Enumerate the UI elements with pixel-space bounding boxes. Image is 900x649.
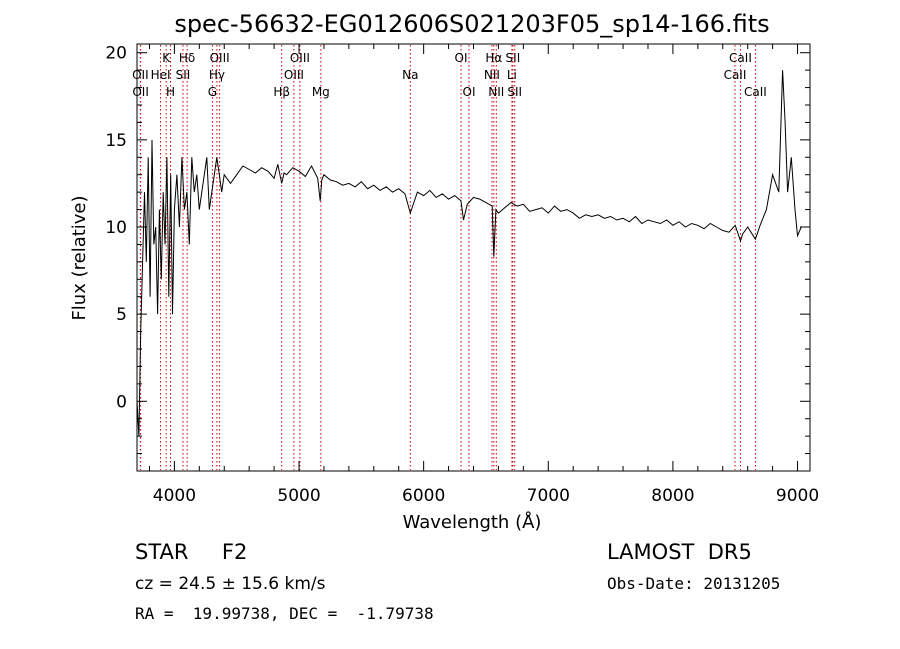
marker-label: OI bbox=[455, 51, 468, 65]
redshift-cz: cz = 24.5 ± 15.6 km/s bbox=[135, 574, 326, 594]
marker-label: SII bbox=[506, 51, 521, 65]
marker-label: SII bbox=[507, 85, 522, 99]
x-axis-label: Wavelength (Å) bbox=[403, 511, 542, 533]
marker-label: OII bbox=[132, 85, 149, 99]
y-tick-label: 0 bbox=[116, 392, 127, 412]
marker-label: Na bbox=[402, 68, 418, 82]
x-tick-label: 8000 bbox=[651, 486, 694, 506]
marker-label: HeI bbox=[151, 68, 171, 82]
y-tick-label: 20 bbox=[105, 44, 127, 64]
marker-label: SII bbox=[176, 68, 191, 82]
spectrum-line bbox=[136, 70, 802, 437]
marker-label: Hδ bbox=[179, 51, 195, 65]
marker-label: Hβ bbox=[273, 85, 290, 99]
marker-label: Mg bbox=[312, 85, 330, 99]
y-tick-label: 15 bbox=[105, 131, 127, 151]
marker-label: CaII bbox=[744, 85, 767, 99]
marker-label: OI bbox=[463, 85, 476, 99]
object-class: STAR F2 bbox=[135, 540, 248, 564]
survey-name: LAMOST DR5 bbox=[607, 540, 752, 564]
marker-label: OIII bbox=[284, 68, 304, 82]
marker-label: Hα bbox=[485, 51, 502, 65]
marker-label: OIII bbox=[290, 51, 310, 65]
marker-label: Li bbox=[507, 68, 517, 82]
marker-label: Hγ bbox=[209, 68, 225, 82]
plot-frame bbox=[136, 43, 811, 472]
marker-label: OII bbox=[132, 68, 149, 82]
y-axis-ticks: 0 5 10 15 20 bbox=[105, 44, 810, 472]
marker-label: CaII bbox=[724, 68, 747, 82]
x-tick-label: 4000 bbox=[153, 486, 196, 506]
observation-date: Obs-Date: 20131205 bbox=[607, 574, 781, 593]
y-tick-label: 10 bbox=[105, 218, 127, 238]
marker-label: CaII bbox=[729, 51, 752, 65]
marker-label: NII bbox=[484, 68, 500, 82]
x-axis-ticks: 4000 5000 6000 7000 8000 9000 bbox=[148, 44, 819, 506]
y-tick-label: 5 bbox=[116, 305, 127, 325]
ra-dec: RA = 19.99738, DEC = -1.79738 bbox=[135, 604, 434, 623]
y-axis-label: Flux (relative) bbox=[69, 195, 90, 320]
x-tick-label: 7000 bbox=[527, 486, 570, 506]
marker-label: NII bbox=[488, 85, 504, 99]
x-tick-label: 6000 bbox=[402, 486, 445, 506]
marker-label: OIII bbox=[210, 51, 230, 65]
chart-title: spec-56632-EG012606S021203F05_sp14-166.f… bbox=[174, 10, 769, 38]
marker-label: H bbox=[166, 85, 175, 99]
x-tick-label: 9000 bbox=[776, 486, 819, 506]
line-markers bbox=[139, 45, 756, 470]
marker-label: G bbox=[208, 85, 217, 99]
x-tick-label: 5000 bbox=[277, 486, 320, 506]
marker-label: K bbox=[162, 51, 171, 65]
